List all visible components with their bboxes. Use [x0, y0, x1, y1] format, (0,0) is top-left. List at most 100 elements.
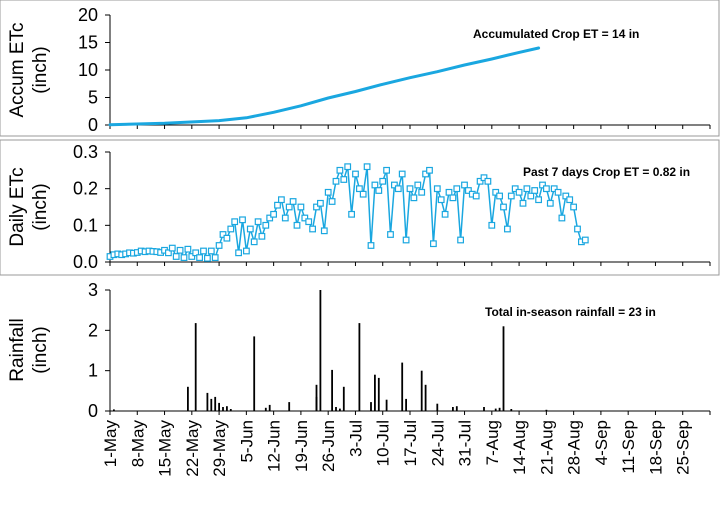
daily-point: [441, 210, 449, 218]
daily-series: [106, 163, 589, 262]
daily-point: [476, 177, 484, 185]
y-tick-label: 10: [78, 60, 98, 80]
rain-bar: [358, 323, 361, 411]
x-tick-label: 31-Jul: [456, 420, 475, 466]
rain-bar: [335, 407, 337, 411]
y-tick-label: 0.0: [73, 252, 98, 272]
daily-point: [519, 199, 527, 207]
y-tick-label: 20: [78, 5, 98, 25]
daily-point: [511, 185, 519, 193]
accum-annotation: Accumulated Crop ET = 14 in: [473, 27, 639, 41]
daily-etc-panel: Daily ETc (inch) 0.0 0.1 0.2 0.3 Past 7 day…: [0, 139, 720, 276]
daily-point: [515, 188, 523, 196]
rain-bar: [420, 370, 423, 411]
daily-point: [507, 192, 515, 200]
x-tick-label: 26-Jun: [319, 420, 338, 472]
daily-point: [285, 203, 293, 211]
daily-point: [278, 196, 285, 204]
daily-point: [270, 210, 277, 218]
daily-y-ticks: 0.0 0.1 0.2 0.3: [73, 142, 711, 272]
x-tick-label: 5-Jun: [237, 420, 256, 463]
rain-bar: [187, 386, 189, 411]
daily-point: [324, 188, 332, 196]
daily-point: [433, 185, 441, 193]
daily-point: [504, 225, 511, 233]
daily-point: [301, 214, 309, 222]
accum-line: [108, 46, 541, 127]
daily-point: [293, 221, 301, 229]
daily-point: [332, 177, 340, 185]
daily-point: [465, 187, 472, 194]
daily-ylabel-line2: (inch): [30, 183, 51, 231]
y-tick-label: 0.3: [73, 142, 98, 162]
rain-bar: [545, 409, 548, 411]
rain-bar: [315, 396, 318, 411]
rain-bar: [194, 323, 197, 411]
daily-point: [204, 254, 211, 262]
daily-point: [562, 192, 570, 200]
daily-point: [266, 214, 274, 222]
daily-point: [398, 170, 406, 178]
daily-point: [371, 181, 379, 189]
rain-bar: [214, 396, 217, 411]
accum-series: [108, 46, 541, 127]
rain-ylabel-line2: (inch): [30, 326, 51, 374]
daily-point: [320, 227, 328, 235]
daily-point: [168, 244, 176, 252]
daily-point: [165, 249, 172, 257]
rain-bar: [424, 384, 427, 411]
daily-point: [344, 163, 352, 171]
daily-point: [531, 187, 539, 194]
daily-point: [445, 188, 453, 196]
daily-point: [437, 196, 445, 204]
y-tick-label: 0.2: [73, 179, 98, 199]
daily-point: [192, 249, 200, 257]
daily-point: [328, 198, 336, 205]
daily-point: [574, 225, 581, 233]
rain-bar: [229, 409, 232, 411]
daily-point: [188, 253, 196, 260]
rain-bar: [264, 407, 267, 411]
rain-y-axis-label: Rainfall (inch): [7, 318, 51, 381]
daily-point: [180, 254, 188, 262]
daily-point: [235, 249, 243, 257]
rain-bar: [405, 398, 407, 411]
daily-point: [250, 238, 258, 246]
y-tick-label: 2: [88, 320, 98, 340]
daily-point: [500, 203, 507, 211]
daily-point: [550, 185, 558, 193]
rain-bar: [455, 406, 458, 411]
rain-annotation: Total in-season rainfall = 23 in: [485, 305, 656, 319]
accum-y-ticks: 0 5 10 15 20: [78, 5, 711, 135]
daily-point: [239, 216, 246, 224]
daily-point: [352, 170, 359, 178]
daily-line: [109, 166, 586, 260]
rain-bar: [385, 399, 388, 411]
rain-ylabel-line1: Rainfall: [7, 318, 28, 381]
rain-bar: [342, 386, 345, 411]
daily-point: [430, 240, 437, 248]
rain-bar: [268, 404, 271, 411]
rain-bar: [510, 409, 513, 411]
daily-point: [387, 231, 394, 238]
daily-point: [309, 225, 316, 233]
daily-point: [227, 225, 235, 233]
daily-point: [281, 214, 289, 222]
daily-point: [289, 198, 297, 205]
daily-point: [383, 166, 390, 174]
daily-ylabel-line1: Daily ETc: [7, 167, 28, 246]
daily-point: [200, 247, 207, 255]
rain-bar: [339, 408, 341, 411]
daily-point: [231, 218, 239, 226]
rain-series: [113, 290, 548, 411]
daily-point: [453, 185, 461, 193]
accum-ylabel-line1: Accum ETc: [7, 22, 28, 117]
daily-point: [305, 218, 313, 226]
x-tick-label: 17-Jul: [401, 420, 420, 466]
daily-point: [414, 181, 422, 189]
x-tick-label: 18-Sep: [647, 420, 666, 475]
daily-point: [172, 253, 180, 260]
accum-etc-panel: Accum ETc (inch) 0 5 10 15 20 Accumulated Cr…: [0, 0, 720, 137]
x-tick-label: 22-May: [183, 420, 202, 477]
daily-point: [340, 176, 348, 183]
